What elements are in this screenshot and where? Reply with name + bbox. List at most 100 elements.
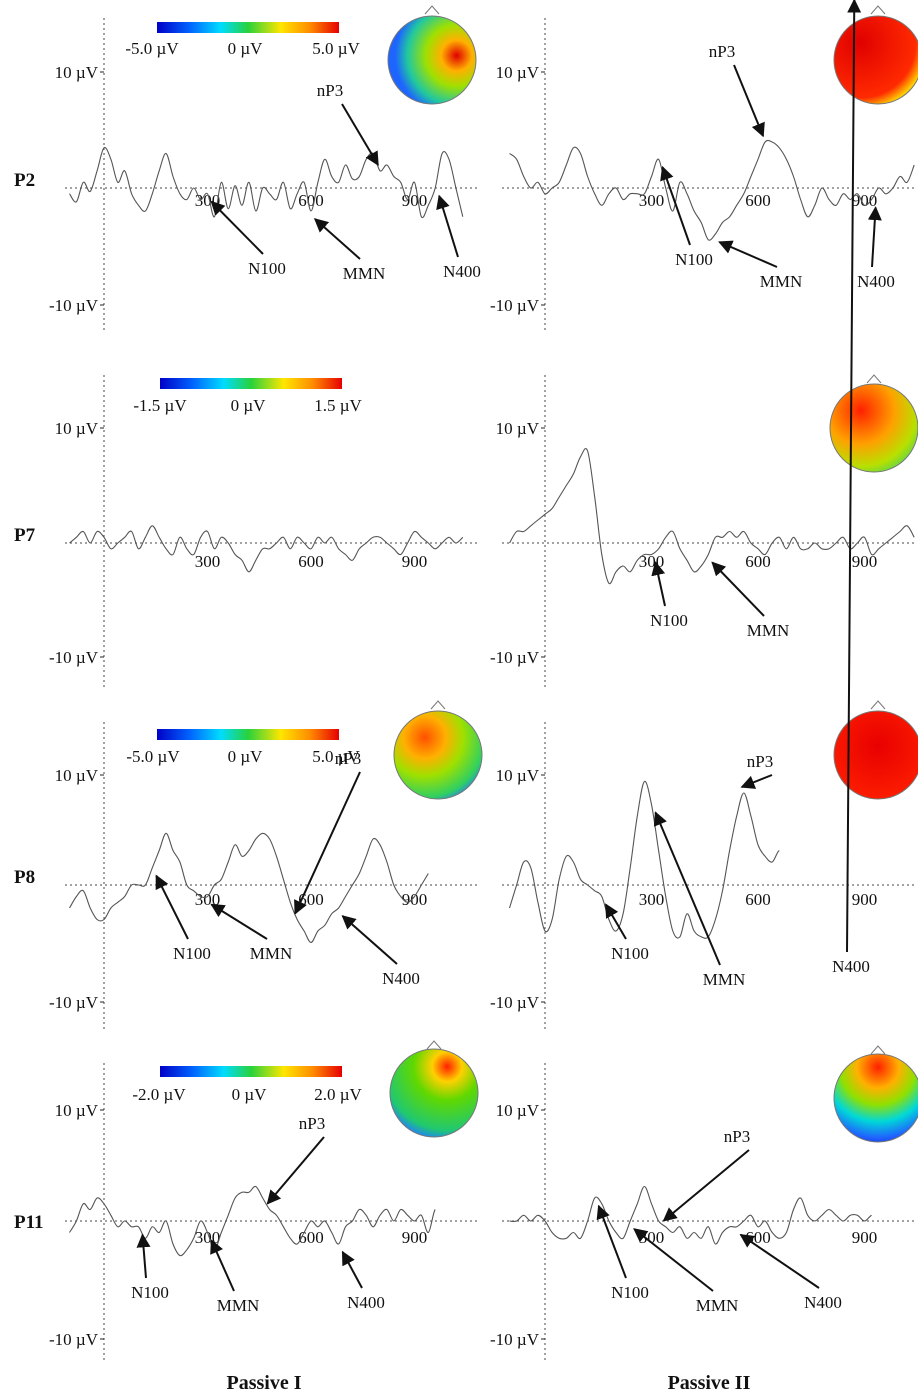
colorbar-max-label: 5.0 µV <box>312 39 360 58</box>
x-tick-label: 900 <box>402 890 428 909</box>
y-tick-label-neg: -10 µV <box>49 993 99 1012</box>
x-tick-label: 300 <box>195 890 221 909</box>
annotation-label-n100: N100 <box>173 944 211 963</box>
colorbar-p8: -5.0 µV 0 µV 5.0 µV <box>126 729 361 766</box>
annotation-label-mmn: MMN <box>343 264 386 283</box>
annotation-arrow-n100 <box>660 165 691 246</box>
annotation-arrow-np3 <box>294 771 361 915</box>
annotation-label-np3: nP3 <box>299 1114 325 1133</box>
panel-label-p11: P11 <box>14 1212 44 1233</box>
annotation-label-np3: nP3 <box>747 752 773 771</box>
annotation-arrow-np3 <box>341 103 379 166</box>
y-tick-label-neg: -10 µV <box>49 296 99 315</box>
annotation-arrow-np3 <box>662 1149 750 1222</box>
erp-trace-p11 <box>69 1185 436 1257</box>
x-tick-label: 600 <box>298 191 324 210</box>
y-tick-label-neg: -10 µV <box>49 1330 99 1349</box>
annotation-arrow-n100 <box>155 874 189 940</box>
y-tick-label-neg: -10 µV <box>490 296 540 315</box>
annotation-label-n100: N100 <box>611 944 649 963</box>
annotation-label-n400: N400 <box>347 1293 385 1312</box>
colorbar-mid-label: 0 µV <box>231 396 267 415</box>
annotation-label-n400: N400 <box>804 1293 842 1312</box>
annotation-arrow-n400 <box>341 915 398 965</box>
colorbar-gradient <box>157 22 339 33</box>
erp-trace-p8 <box>69 832 429 944</box>
annotation-label-mmn: MMN <box>760 272 803 291</box>
plot-p11-col1: 10 µV -10 µV 300 600 900 N100 MMN nP3 N400 <box>49 1063 478 1363</box>
x-tick-label: 900 <box>402 552 428 571</box>
annotation-arrow-mmn <box>313 218 361 260</box>
annotation-arrow-n100 <box>604 903 627 940</box>
topomap-p2-passive-1 <box>387 5 477 105</box>
colorbar-p11: -2.0 µV 0 µV 2.0 µV <box>132 1066 363 1104</box>
x-tick-label: 900 <box>402 1228 428 1247</box>
x-tick-label: 600 <box>298 552 324 571</box>
x-tick-label: 600 <box>745 890 771 909</box>
annotation-label-np3: nP3 <box>335 749 361 768</box>
panel-label-p8: P8 <box>14 867 35 888</box>
colorbar-min-label: -5.0 µV <box>125 39 179 58</box>
topomaps <box>387 5 918 1143</box>
y-tick-label-neg: -10 µV <box>490 1330 540 1349</box>
annotation-label-n400: N400 <box>857 272 895 291</box>
annotation-arrow-mmn <box>653 811 721 966</box>
annotation-label-n100: N100 <box>248 259 286 278</box>
colorbar-gradient <box>160 1066 342 1077</box>
x-tick-label: 900 <box>852 552 878 571</box>
colorbar-max-label: 2.0 µV <box>314 1085 362 1104</box>
annotation-arrow-n400 <box>341 1250 363 1289</box>
y-tick-label-neg: -10 µV <box>490 993 540 1012</box>
x-tick-label: 300 <box>639 191 665 210</box>
plot-p11-col2: 10 µV -10 µV 300 600 900 N100 MMN nP3 N400 <box>490 1063 916 1363</box>
annotation-label-n100: N100 <box>611 1283 649 1302</box>
panel-label-p2: P2 <box>14 170 35 191</box>
annotation-label-mmn: MMN <box>696 1296 739 1315</box>
x-tick-label: 600 <box>745 191 771 210</box>
colorbar-mid-label: 0 µV <box>228 39 264 58</box>
annotation-arrow-n100 <box>651 561 666 607</box>
x-tick-label: 600 <box>745 1228 771 1247</box>
colorbar-min-label: -2.0 µV <box>132 1085 186 1104</box>
colorbar-gradient <box>160 378 342 389</box>
annotation-arrow-np3 <box>733 64 765 138</box>
x-tick-label: 600 <box>298 1228 324 1247</box>
annotation-label-np3: nP3 <box>709 42 735 61</box>
annotation-label-n400: N400 <box>832 957 870 976</box>
y-tick-label-pos: 10 µV <box>55 766 99 785</box>
plot-p2-col2: 10 µV -10 µV 300 600 900 N100 MMN N400 nP3 <box>490 18 916 332</box>
annotation-arrow-mmn <box>210 903 268 940</box>
annotation-arrow-n400 <box>867 206 882 268</box>
annotation-arrow-mmn <box>210 1239 235 1292</box>
erp-trace-p7 <box>69 525 464 573</box>
erp-trace-p2 <box>69 146 464 219</box>
column-title-passive-1: Passive I <box>227 1372 302 1394</box>
colorbar-mid-label: 0 µV <box>232 1085 268 1104</box>
annotation-label-mmn: MMN <box>747 621 790 640</box>
annotation-label-n400: N400 <box>382 969 420 988</box>
annotation-label-n100: N100 <box>131 1283 169 1302</box>
annotation-label-n100: N100 <box>650 611 688 630</box>
topomap-p2-passive-2 <box>833 5 918 105</box>
x-tick-label: 300 <box>195 552 221 571</box>
plot-p7-col1: 10 µV -10 µV 300 600 900 <box>49 375 478 688</box>
annotation-arrow-mmn <box>633 1228 714 1292</box>
x-tick-label: 900 <box>852 1228 878 1247</box>
topomap-p11-passive-1 <box>389 1040 479 1138</box>
y-tick-label-pos: 10 µV <box>496 419 540 438</box>
annotation-label-np3: nP3 <box>724 1127 750 1146</box>
column-title-passive-2: Passive II <box>668 1372 751 1394</box>
annotation-arrow-np3 <box>266 1136 325 1205</box>
annotation-arrow-n100 <box>596 1204 627 1279</box>
y-tick-label-pos: 10 µV <box>496 63 540 82</box>
colorbar-p2: -5.0 µV 0 µV 5.0 µV <box>125 22 361 58</box>
annotation-label-mmn: MMN <box>703 970 746 989</box>
annotation-label-np3: nP3 <box>317 81 343 100</box>
colorbar-max-label: 1.5 µV <box>314 396 362 415</box>
x-tick-label: 600 <box>745 552 771 571</box>
plot-p8-col2: 10 µV -10 µV 300 600 900 N100 MMN nP3 N400 <box>490 0 916 1032</box>
topomap-p8-passive-2 <box>833 700 918 800</box>
